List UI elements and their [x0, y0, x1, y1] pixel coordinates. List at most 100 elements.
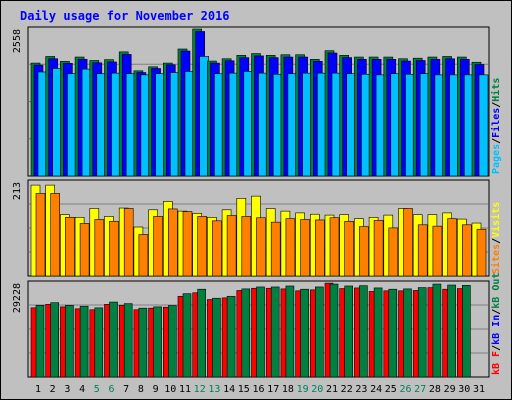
x-tick-label: 18	[282, 384, 294, 395]
bar-sites	[109, 220, 119, 277]
bar-kb-out	[182, 293, 192, 378]
bar-kb-out	[138, 307, 148, 378]
x-tick-label: 16	[252, 384, 264, 395]
x-tick-label: 10	[164, 384, 176, 395]
x-tick-label: 25	[385, 384, 397, 395]
bar-kb-out	[285, 285, 295, 378]
x-tick-label: 20	[311, 384, 323, 395]
bar-sites	[35, 193, 46, 277]
bar-kb-out	[432, 283, 442, 378]
bar-sites	[226, 215, 237, 277]
chart-title: Daily usage for November 2016	[20, 9, 230, 23]
bar-kb-out	[300, 288, 309, 378]
bar-sites	[256, 217, 266, 277]
bar-kb-out	[314, 286, 324, 378]
bar-sites	[329, 217, 340, 277]
bar-sites	[138, 234, 149, 277]
x-tick-label: 9	[153, 384, 159, 395]
bar-kb-out	[197, 288, 206, 378]
x-tick-label: 19	[297, 384, 309, 395]
y-max-label: 29228	[12, 283, 23, 313]
legend-entry: /	[491, 102, 502, 108]
bar-sites	[388, 227, 399, 277]
bar-kb-out	[373, 287, 383, 378]
bar-sites	[168, 208, 178, 277]
legend-bottom: kB F/kB In/kB Out	[491, 273, 502, 375]
legend-entry: kB Out	[491, 273, 502, 309]
bar-sites	[50, 193, 61, 277]
legend-entry: kB F	[491, 351, 502, 375]
bar-sites	[79, 223, 90, 277]
bar-sites	[197, 216, 207, 277]
bar-kb-out	[168, 305, 177, 378]
bar-sites	[432, 225, 443, 277]
bar-kb-out	[417, 287, 427, 378]
bar-sites	[182, 211, 193, 277]
bar-sites	[461, 224, 472, 277]
bar-sites	[65, 217, 75, 277]
bar-kb-out	[226, 295, 236, 378]
bar-kb-out	[123, 303, 133, 378]
bar-kb-out	[94, 307, 104, 378]
legend-entry: Pages	[491, 144, 502, 174]
x-tick-label: 2	[50, 384, 56, 395]
bar-sites	[241, 216, 252, 277]
x-tick-label: 27	[414, 384, 426, 395]
x-tick-label: 12	[194, 384, 206, 395]
x-tick-label: 17	[267, 384, 279, 395]
x-tick-label: 5	[94, 384, 100, 395]
legend-entry: kB In	[491, 315, 502, 345]
legend-entry: /	[491, 138, 502, 144]
legend-middle: Sites/Visits	[490, 202, 502, 274]
bar-sites	[285, 218, 296, 277]
bar-kb-out	[329, 283, 339, 378]
bar-sites	[403, 208, 413, 277]
x-tick-label: 31	[473, 384, 485, 395]
bar-kb-out	[403, 288, 412, 378]
x-tick-label: 28	[429, 384, 441, 395]
bar-sites	[300, 219, 310, 277]
bar-kb-out	[359, 285, 368, 378]
bar-sites	[94, 219, 105, 277]
bar-sites	[447, 218, 457, 277]
x-tick-label: 14	[223, 384, 235, 395]
bar-kb-out	[50, 302, 60, 378]
legend-top: Pages/Files/Hits	[490, 78, 502, 174]
x-tick-label: 6	[108, 384, 114, 395]
x-tick-label: 3	[64, 384, 70, 395]
x-tick-label: 26	[399, 384, 411, 395]
bar-kb-out	[388, 288, 398, 378]
x-tick-label: 29	[444, 384, 456, 395]
legend-entry: Visits	[490, 202, 502, 238]
bar-kb-out	[153, 306, 162, 378]
x-tick-label: 22	[341, 384, 353, 395]
bar-kb-out	[256, 286, 265, 378]
bar-sites	[417, 224, 428, 277]
legend-entry: Hits	[490, 78, 502, 102]
bar-kb-out	[79, 305, 89, 378]
bar-kb-out	[35, 304, 45, 378]
bar-kb-out	[447, 284, 456, 378]
x-tick-label: 8	[138, 384, 144, 395]
bar-pages	[478, 74, 489, 177]
bar-sites	[373, 220, 384, 277]
y-max-label: 2558	[12, 29, 23, 53]
bar-kb-out	[109, 301, 118, 378]
bar-sites	[344, 220, 355, 277]
legend-entry: /	[491, 238, 502, 244]
bar-kb-out	[344, 285, 354, 378]
bar-sites	[359, 226, 369, 277]
legend-entry: /	[491, 309, 502, 315]
legend-entry: Files	[490, 108, 502, 138]
bar-sites	[153, 216, 163, 277]
bar-kb-out	[461, 285, 471, 378]
bar-sites	[123, 208, 134, 277]
bar-kb-out	[65, 304, 74, 378]
x-tick-label: 15	[238, 384, 250, 395]
bar-kb-out	[241, 288, 251, 378]
bar-sites	[314, 219, 325, 277]
x-tick-label: 7	[123, 384, 129, 395]
x-tick-label: 1	[35, 384, 41, 395]
legend-entry: Sites	[490, 244, 502, 274]
